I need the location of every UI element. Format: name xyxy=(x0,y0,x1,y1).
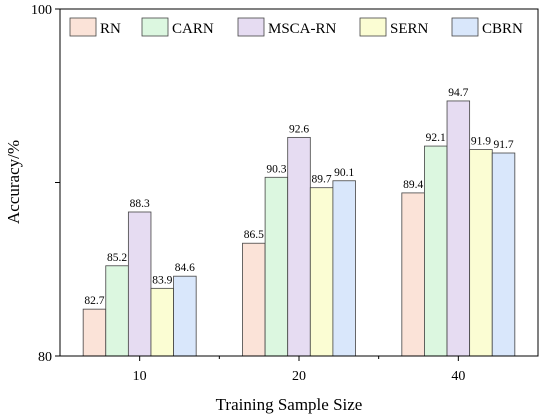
bar-carn-10 xyxy=(105,265,129,357)
bar-rn-20 xyxy=(242,242,266,357)
data-label-carn-40: 92.1 xyxy=(426,132,446,144)
y-tick-label-80: 80 xyxy=(38,350,52,365)
bar-cbrn-10 xyxy=(173,275,197,357)
ticks-layer: 10 20 40 80 100 xyxy=(31,3,465,384)
legend-label-sern: SERN xyxy=(390,21,429,37)
x-tick-label-10: 10 xyxy=(133,369,147,384)
bars-layer xyxy=(82,100,516,357)
data-label-msca-rn-40: 94.7 xyxy=(448,87,468,99)
bar-msca-rn-20 xyxy=(287,136,311,357)
data-label-rn-40: 89.4 xyxy=(403,179,423,191)
data-label-rn-20: 86.5 xyxy=(244,229,264,241)
x-tick-label-20: 20 xyxy=(292,369,306,384)
data-label-cbrn-40: 91.7 xyxy=(493,139,513,151)
legend-swatch-sern xyxy=(359,17,387,37)
data-label-cbrn-20: 90.1 xyxy=(334,167,354,179)
legend-label-carn: CARN xyxy=(172,21,214,37)
bar-carn-20 xyxy=(264,176,289,357)
data-label-sern-20: 89.7 xyxy=(312,174,332,186)
x-axis-label: Training Sample Size xyxy=(216,395,363,414)
x-tick-label-40: 40 xyxy=(451,369,465,384)
data-label-rn-10: 82.7 xyxy=(84,295,104,307)
legend-label-cbrn: CBRN xyxy=(482,21,523,37)
data-labels-layer: 82.7 85.2 88.3 83.984.6 86.5 90.3 92.6 89.790.1… xyxy=(84,87,513,307)
legend: RN CARN MSCA-RN SERN CBRN xyxy=(69,17,523,37)
data-label-cbrn-10: 84.6 xyxy=(175,262,195,274)
data-label-sern-40: 91.9 xyxy=(471,136,491,148)
data-label-carn-10: 85.2 xyxy=(107,252,127,264)
data-label-carn-20: 90.3 xyxy=(266,163,286,175)
data-label-msca-rn-20: 92.6 xyxy=(289,123,309,135)
bar-cbrn-40 xyxy=(491,152,516,357)
legend-swatch-msca-rn xyxy=(237,17,265,37)
bar-msca-rn-40 xyxy=(446,100,471,357)
bar-carn-40 xyxy=(424,145,448,357)
legend-label-msca-rn: MSCA-RN xyxy=(268,21,337,37)
bar-sern-10 xyxy=(150,287,174,357)
y-axis-label: Accuracy/% xyxy=(4,140,23,224)
bar-rn-40 xyxy=(401,192,425,357)
legend-swatch-cbrn xyxy=(451,17,479,37)
legend-label-rn: RN xyxy=(100,21,121,37)
legend-swatch-carn xyxy=(141,17,169,37)
bar-rn-10 xyxy=(82,308,107,357)
y-tick-label-100: 100 xyxy=(31,3,52,18)
bar-cbrn-20 xyxy=(332,180,356,357)
bar-sern-40 xyxy=(469,149,493,357)
bar-msca-rn-10 xyxy=(127,211,152,357)
data-label-msca-rn-10: 88.3 xyxy=(130,198,150,210)
legend-swatch-rn xyxy=(69,17,97,37)
bar-sern-20 xyxy=(309,187,334,357)
data-label-sern-10: 83.9 xyxy=(152,274,172,286)
